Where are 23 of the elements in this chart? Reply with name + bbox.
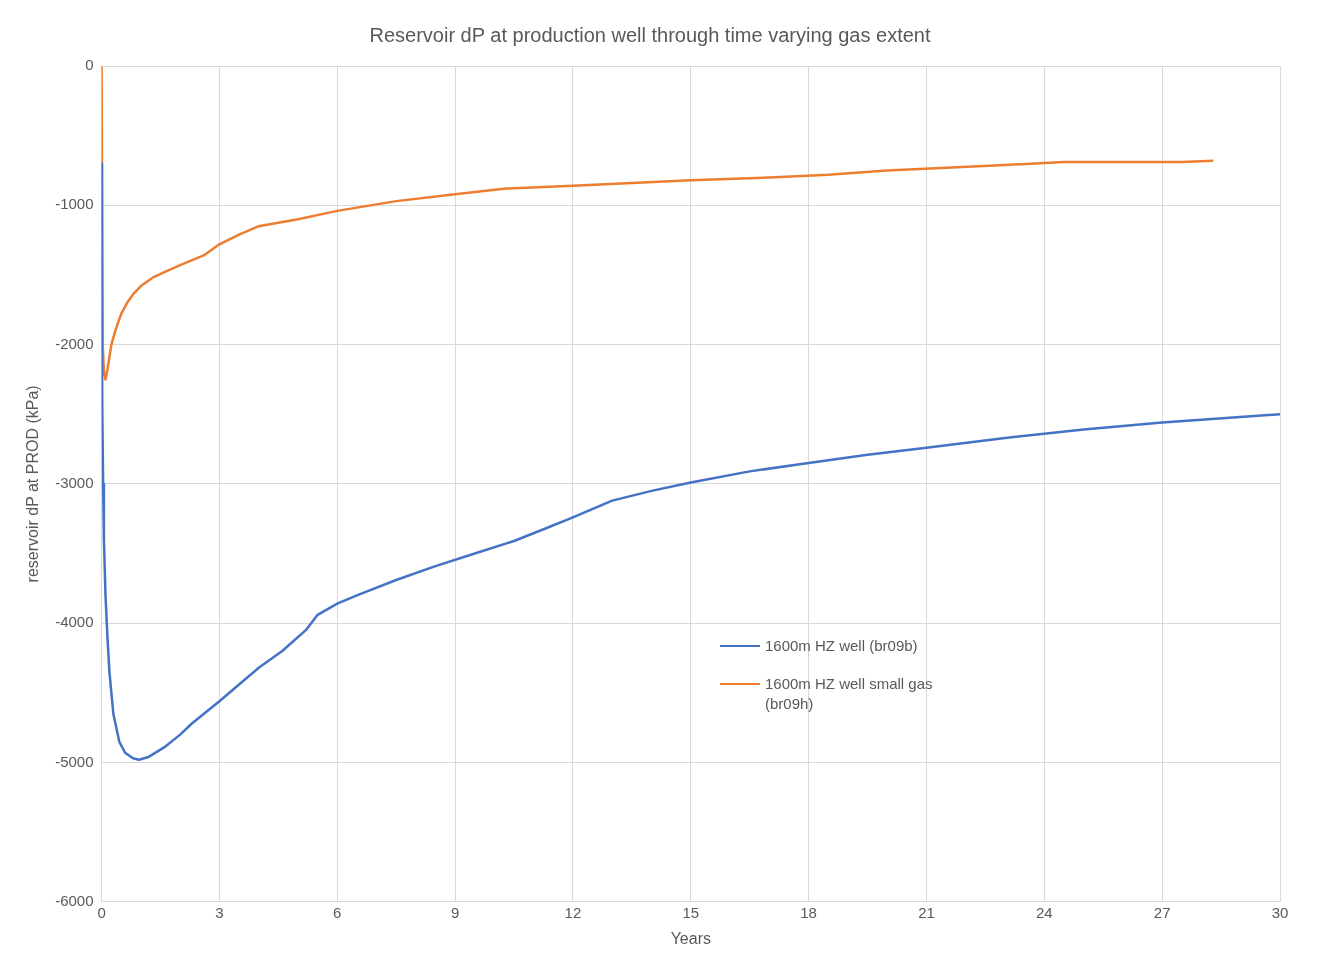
y-tick-label: -2000 [55,334,94,352]
x-tick-label: 3 [215,903,224,921]
chart-title: Reservoir dP at production well through time varying gas extent [369,23,931,46]
y-tick-label: -4000 [55,613,94,631]
y-tick-label: -3000 [55,474,94,492]
x-tick-label: 24 [1035,903,1053,921]
y-tick-label: 0 [85,56,94,74]
y-tick-label: -5000 [55,752,94,770]
x-tick-label: 12 [564,903,582,921]
x-tick-label: 6 [333,903,342,921]
legend-label: 1600m HZ well (br09b) [765,636,918,656]
x-tick-label: 21 [918,903,935,921]
legend-label: 1600m HZ well small gas (br09h) [765,674,934,714]
x-tick-label: 15 [682,903,700,921]
y-tick-label: -1000 [55,195,94,213]
x-tick-label: 27 [1153,903,1171,921]
x-axis-title: Years [670,929,711,947]
y-tick-label: -6000 [55,891,94,909]
x-tick-label: 0 [97,903,106,921]
x-tick-label: 30 [1271,903,1289,921]
x-tick-label: 18 [800,903,817,921]
x-tick-label: 9 [450,903,460,921]
y-axis-title: reservoir dP at PROD (kPa) [24,385,42,583]
